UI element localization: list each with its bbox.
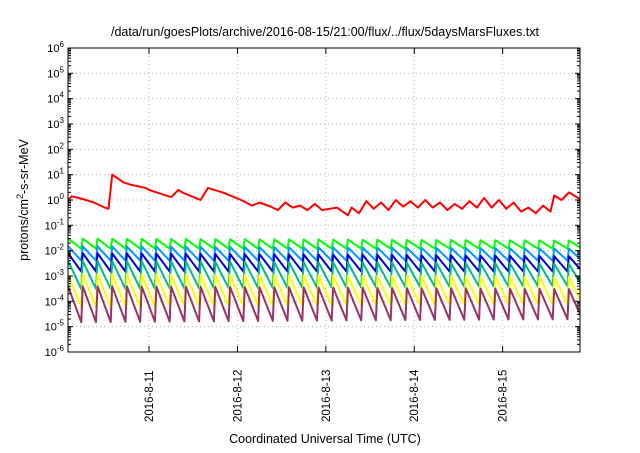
- y-tick-label: 103: [47, 116, 64, 131]
- series-layer: [68, 173, 580, 324]
- chart-title: /data/run/goesPlots/archive/2016-08-15/2…: [111, 25, 540, 39]
- y-tick-label: 105: [47, 65, 64, 80]
- y-tick-label: 10-4: [45, 293, 65, 308]
- y-tick-label: 10-5: [45, 319, 65, 334]
- y-axis-label-base: protons/cm: [17, 199, 31, 261]
- x-axis-ticks: 2016-8-11 2016-8-12 2016-8-13 2016-8-14 2016…: [144, 48, 510, 422]
- x-tick-label: 2016-8-12: [232, 370, 244, 422]
- y-axis-ticks: 10-6 10-5 10-4 10-3 10-2 10-1 100 101 102 103 104 1…: [45, 40, 580, 359]
- y-tick-label: 106: [47, 40, 64, 55]
- y-axis-label-rest: -s-sr-MeV: [17, 138, 31, 194]
- x-tick-label: 2016-8-15: [498, 370, 510, 422]
- y-tick-label: 10-3: [45, 268, 65, 283]
- series-line: [68, 285, 580, 324]
- y-tick-label: 10-6: [45, 344, 65, 359]
- y-tick-label: 101: [47, 167, 64, 182]
- y-tick-label: 102: [47, 141, 64, 156]
- y-axis-label: protons/cm2-s-sr-MeV: [15, 138, 31, 260]
- x-tick-label: 2016-8-11: [144, 370, 156, 422]
- x-axis-label: Coordinated Universal Time (UTC): [229, 432, 421, 446]
- x-tick-label: 2016-8-13: [321, 370, 333, 422]
- x-tick-label: 2016-8-14: [409, 369, 421, 422]
- y-tick-label: 104: [47, 91, 64, 106]
- series-line: [68, 237, 580, 250]
- y-tick-label: 100: [47, 192, 64, 207]
- series-line: [68, 173, 580, 217]
- y-tick-label: 10-1: [45, 217, 65, 232]
- y-tick-label: 10-2: [45, 243, 65, 258]
- y-axis-label-sup: 2: [15, 194, 25, 199]
